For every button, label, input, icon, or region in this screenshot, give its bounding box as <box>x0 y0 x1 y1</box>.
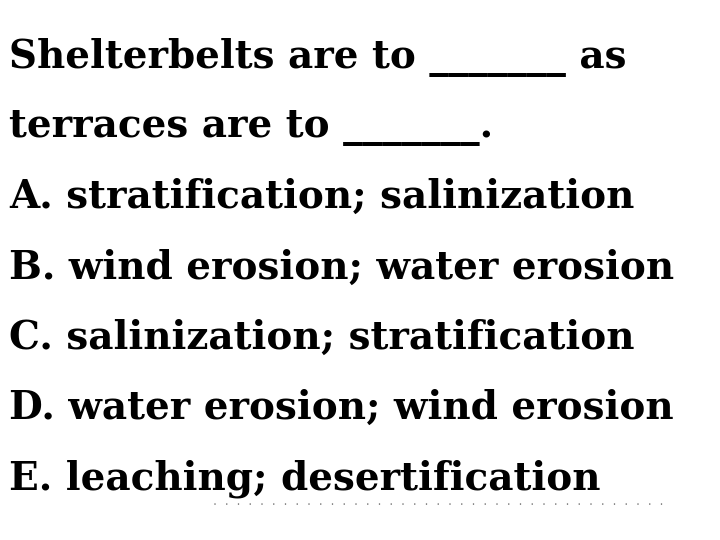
Text: D. water erosion; wind erosion: D. water erosion; wind erosion <box>9 389 674 427</box>
Text: E. leaching; desertification: E. leaching; desertification <box>9 459 600 497</box>
Text: B. wind erosion; water erosion: B. wind erosion; water erosion <box>9 248 674 286</box>
Text: C. salinization; stratification: C. salinization; stratification <box>9 319 634 356</box>
Text: terraces are to _______.: terraces are to _______. <box>9 108 493 146</box>
Text: A. stratification; salinization: A. stratification; salinization <box>9 178 634 216</box>
Text: Shelterbelts are to _______ as: Shelterbelts are to _______ as <box>9 38 626 77</box>
Text: . . . . . . . . . . . . . . . . . . . . . . . . . . . . . . . . . . . . . . .: . . . . . . . . . . . . . . . . . . . . … <box>212 497 664 507</box>
